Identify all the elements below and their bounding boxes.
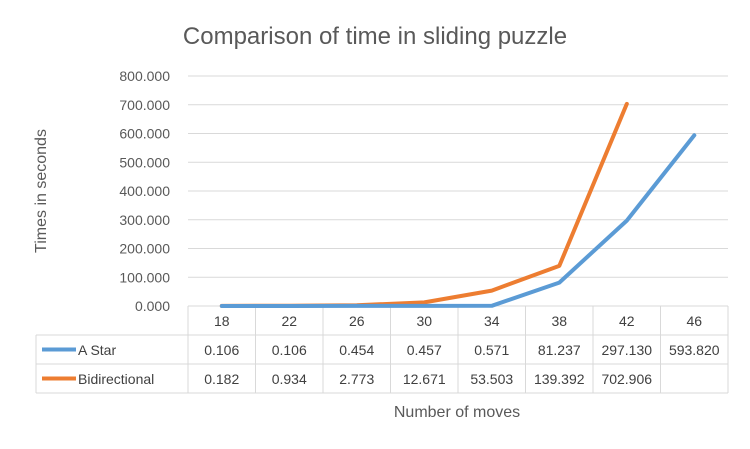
data-label: 81.237 <box>538 342 581 358</box>
gridlines <box>188 75 728 307</box>
y-tick-label: 500.000 <box>119 154 170 170</box>
legend-label: A Star <box>78 342 116 358</box>
data-label: 53.503 <box>470 371 513 387</box>
y-tick-label: 400.000 <box>119 183 170 199</box>
x-tick-label: 34 <box>484 313 500 329</box>
data-label: 0.457 <box>407 342 442 358</box>
x-tick-label: 42 <box>619 313 635 329</box>
y-tick-label: 800.000 <box>119 68 170 84</box>
series-lines <box>219 101 697 308</box>
data-label: 0.934 <box>272 371 307 387</box>
x-tick-label: 30 <box>416 313 432 329</box>
x-axis-title: Number of moves <box>394 404 520 421</box>
chart-title: Comparison of time in sliding puzzle <box>183 23 567 50</box>
data-label: 0.182 <box>204 371 239 387</box>
x-tick-label: 22 <box>281 313 297 329</box>
data-label: 12.671 <box>403 371 446 387</box>
data-label: 0.106 <box>204 342 239 358</box>
y-tick-label: 0.000 <box>135 298 170 314</box>
x-tick-label: 18 <box>214 313 230 329</box>
data-label: 593.820 <box>669 342 720 358</box>
data-label: 0.454 <box>339 342 374 358</box>
data-label: 297.130 <box>601 342 652 358</box>
x-tick-label: 46 <box>686 313 702 329</box>
data-label: 702.906 <box>601 371 652 387</box>
series-line <box>219 133 697 308</box>
data-label: 139.392 <box>534 371 585 387</box>
y-tick-label: 200.000 <box>119 241 170 257</box>
data-table: 18 22 26 30 34 38 42 46 A Star 0.106 0.106 0.454 0.4… <box>35 306 729 394</box>
data-label: 2.773 <box>339 371 374 387</box>
x-tick-label: 38 <box>551 313 567 329</box>
y-tick-label: 700.000 <box>119 97 170 113</box>
y-tick-label: 100.000 <box>119 269 170 285</box>
y-tick-label: 600.000 <box>119 126 170 142</box>
y-axis-ticks: 0.000 100.000 200.000 300.000 400.000 500.000… <box>119 68 170 314</box>
x-tick-label: 26 <box>349 313 365 329</box>
y-tick-label: 300.000 <box>119 212 170 228</box>
data-label: 0.571 <box>474 342 509 358</box>
y-axis-title: Times in seconds <box>33 129 50 253</box>
legend-label: Bidirectional <box>78 371 154 387</box>
data-label: 0.106 <box>272 342 307 358</box>
